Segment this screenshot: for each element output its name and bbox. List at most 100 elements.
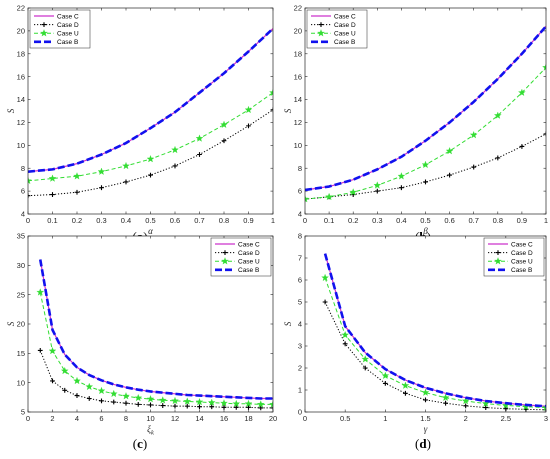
x-tick-label: 14 [195, 414, 203, 423]
legend-label: Case C [238, 241, 260, 248]
y-tick-label: 0 [298, 408, 302, 417]
data-point-marker [62, 387, 68, 393]
series-line-case-u [39, 292, 273, 405]
data-point-marker [232, 399, 241, 408]
x-tick-label: 1.5 [420, 414, 430, 423]
data-point-marker [321, 273, 329, 282]
data-point-marker [99, 398, 104, 404]
data-point-marker [195, 397, 204, 406]
chart-panel-b: 0 0.1 0.2 0.3 0.4 0.5 0.6 0.7 0.8 0.9 146810121416… [283, 4, 548, 244]
data-point-marker [171, 145, 179, 154]
data-point-marker [28, 176, 32, 185]
x-axis-label: γ [424, 424, 428, 434]
axes-box [27, 7, 274, 215]
data-point-marker [382, 381, 388, 386]
x-tick-label: 0.4 [121, 216, 131, 225]
data-point-marker [362, 365, 368, 371]
data-point-marker [220, 399, 228, 407]
y-tick-label: 5 [298, 298, 302, 307]
data-point-marker [361, 355, 370, 363]
y-axis-label: S [283, 321, 293, 326]
y-tick-label: 8 [298, 232, 302, 241]
x-tick-label: 0.9 [517, 216, 527, 225]
data-point-marker [171, 396, 179, 405]
legend-label: Case U [511, 259, 533, 266]
data-point-marker [471, 164, 477, 170]
y-tick-label: 18 [294, 49, 302, 58]
y-tick-label: 14 [294, 95, 302, 104]
data-point-marker [244, 105, 253, 114]
x-tick-label: 10 [146, 414, 154, 423]
data-point-marker [256, 400, 265, 408]
legend-label: Case U [334, 31, 356, 38]
y-tick-label: 3 [298, 342, 302, 351]
data-point-marker [397, 172, 406, 180]
data-point-marker [123, 179, 129, 185]
y-axis-label: S [6, 321, 16, 326]
data-point-marker [421, 160, 430, 169]
data-point-marker [423, 397, 428, 403]
legend-marker [40, 29, 48, 37]
y-tick-label: 35 [17, 232, 25, 241]
y-tick-label: 22 [294, 4, 302, 13]
data-point-marker [325, 192, 333, 201]
x-tick-label: 1 [271, 216, 275, 225]
x-tick-label: 0.6 [444, 216, 454, 225]
data-point-marker [495, 155, 501, 161]
data-point-marker [244, 399, 253, 408]
legend-label: Case D [57, 22, 79, 29]
data-point-marker [172, 163, 178, 169]
data-point-marker [85, 382, 94, 391]
data-point-marker [403, 390, 408, 396]
x-tick-label: 0.9 [243, 216, 253, 225]
data-point-marker [73, 172, 81, 180]
y-tick-label: 12 [17, 118, 25, 127]
data-point-marker [399, 185, 404, 191]
data-point-marker [146, 395, 155, 403]
x-tick-label: 2.5 [501, 414, 511, 423]
x-tick-label: 0.1 [47, 216, 57, 225]
data-point-marker [447, 172, 452, 178]
legend-marker [221, 257, 229, 265]
y-axis-label: S [283, 108, 293, 113]
y-tick-label: 14 [17, 95, 25, 104]
legend-label: Case B [511, 267, 532, 274]
data-point-marker [469, 130, 478, 139]
x-tick-label: 3 [544, 414, 548, 423]
data-point-marker [109, 389, 118, 398]
data-point-marker [258, 405, 264, 411]
x-tick-label: 0.7 [468, 216, 478, 225]
data-point-marker [341, 330, 350, 339]
data-point-marker [73, 376, 81, 385]
y-tick-label: 4 [298, 320, 302, 329]
legend-label: Case D [334, 22, 356, 29]
legend-label: Case U [57, 31, 79, 38]
data-point-marker [50, 192, 55, 197]
series-group [305, 25, 546, 203]
data-point-marker [423, 179, 428, 185]
y-tick-label: 6 [298, 187, 302, 196]
y-tick-label: 2 [298, 364, 302, 373]
x-axis-label: β [422, 226, 428, 236]
data-point-marker [99, 185, 104, 191]
x-tick-label: 0.4 [396, 216, 406, 225]
data-point-marker [158, 396, 167, 404]
legend-label: Case U [238, 259, 260, 266]
x-tick-label: 8 [124, 414, 128, 423]
data-point-marker [74, 189, 80, 195]
data-point-marker [148, 402, 153, 408]
data-point-marker [441, 393, 450, 401]
data-point-marker [233, 404, 239, 410]
x-tick-label: 0.3 [96, 216, 106, 225]
legend-marker [41, 22, 47, 27]
data-point-marker [197, 404, 202, 410]
x-tick-label: 2 [464, 414, 468, 423]
y-tick-label: 6 [21, 187, 25, 196]
x-tick-label: 0.6 [170, 216, 180, 225]
